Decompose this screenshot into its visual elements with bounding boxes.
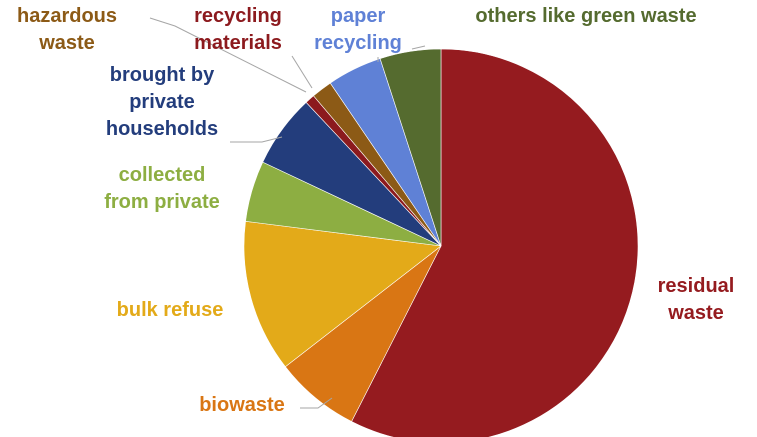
leader-line-biowaste	[300, 397, 333, 409]
slice-label-brought-by-private-households: brought by private households	[106, 64, 218, 140]
slice-label-bulk-refuse: bulk refuse	[117, 299, 224, 321]
leader-line-others-like-green-waste	[411, 45, 426, 50]
leader-line-hazardous-waste	[149, 17, 307, 93]
slice-label-hazardous-waste: hazardous waste	[17, 5, 117, 54]
pie-slice-bulk-refuse	[243, 220, 442, 368]
slice-label-biowaste: biowaste	[199, 394, 285, 416]
slice-labels: residual waste biowaste bulk refuse collecte…	[17, 5, 734, 416]
slice-label-collected-from-private: collected from private	[104, 164, 220, 213]
slice-label-paper-recycling: paper recycling	[314, 5, 402, 54]
slice-label-others-like-green-waste: others like green waste	[475, 5, 696, 27]
leader-line-brought-by-private-households	[230, 136, 283, 143]
slice-label-recycling-materials: recycling materials	[194, 5, 282, 54]
pie-slice-residual-waste	[351, 48, 639, 437]
slice-label-residual-waste: residual waste	[658, 275, 735, 324]
leader-lines	[149, 17, 426, 409]
leader-line-recycling-materials	[291, 55, 313, 89]
pie-slices	[243, 48, 639, 437]
pie-slice-others-like-green-waste	[379, 48, 442, 247]
